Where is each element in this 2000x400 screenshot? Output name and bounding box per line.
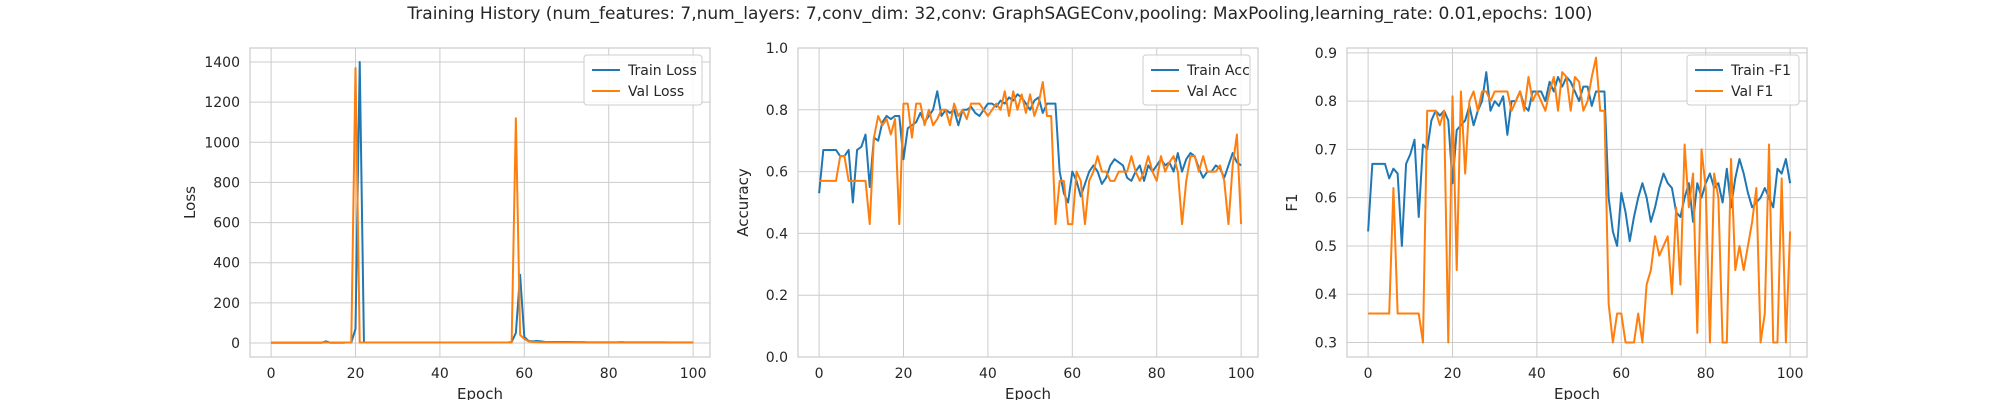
legend-box bbox=[1142, 54, 1251, 106]
y-tick-label: 0.7 bbox=[1315, 142, 1337, 158]
legend-entry: Train -F1 bbox=[1730, 63, 1791, 79]
legend: Train -F1 Val F1 bbox=[1686, 54, 1800, 106]
y-axis-label: Loss bbox=[181, 186, 199, 219]
series-line-val-loss bbox=[271, 67, 694, 344]
x-tick-label: 0 bbox=[815, 366, 824, 382]
x-axis-label: Epoch bbox=[1005, 385, 1051, 400]
y-tick-label: 0.2 bbox=[766, 288, 788, 304]
x-tick-label: 40 bbox=[979, 366, 997, 382]
y-tick-label: 0.9 bbox=[1315, 46, 1337, 62]
y-tick-label: 0.0 bbox=[766, 350, 788, 366]
legend-box bbox=[583, 54, 703, 106]
figure-title: Training History (num_features: 7,num_la… bbox=[407, 4, 1593, 24]
x-tick-label: 80 bbox=[1148, 366, 1166, 382]
y-tick-label: 0.4 bbox=[1315, 287, 1337, 303]
x-tick-label: 100 bbox=[680, 366, 707, 382]
legend-entry: Val Loss bbox=[628, 84, 684, 100]
x-tick-label: 40 bbox=[431, 366, 449, 382]
plot-frame bbox=[249, 47, 711, 358]
legend-entry: Train Acc bbox=[1186, 63, 1250, 79]
y-tick-label: 800 bbox=[213, 175, 240, 191]
series-line-val-f1 bbox=[1368, 56, 1792, 344]
x-tick-label: 60 bbox=[515, 366, 533, 382]
y-tick-label: 1200 bbox=[204, 95, 240, 111]
plot-frame bbox=[1346, 47, 1808, 358]
x-tick-label: 0 bbox=[267, 366, 276, 382]
x-tick-label: 60 bbox=[1063, 366, 1081, 382]
y-axis-label: F1 bbox=[1283, 193, 1301, 211]
y-tick-label: 600 bbox=[213, 216, 240, 232]
x-tick-label: 80 bbox=[600, 366, 618, 382]
series-line-val-acc bbox=[819, 80, 1243, 226]
y-tick-label: 200 bbox=[213, 296, 240, 312]
x-tick-label: 80 bbox=[1697, 366, 1715, 382]
y-tick-label: 0.8 bbox=[766, 103, 788, 119]
y-tick-label: 400 bbox=[213, 256, 240, 272]
legend: Train Loss Val Loss bbox=[583, 54, 703, 106]
x-tick-label: 100 bbox=[1228, 366, 1255, 382]
y-tick-label: 0.6 bbox=[766, 165, 788, 181]
y-tick-label: 0.3 bbox=[1315, 336, 1337, 352]
y-tick-label: 0.4 bbox=[766, 226, 788, 242]
y-tick-label: 1400 bbox=[204, 55, 240, 71]
legend-entry: Train Loss bbox=[627, 63, 697, 79]
y-tick-label: 0 bbox=[231, 336, 240, 352]
legend-entry: Val F1 bbox=[1731, 84, 1773, 100]
y-tick-label: 1.0 bbox=[766, 41, 788, 57]
y-tick-label: 0.6 bbox=[1315, 191, 1337, 207]
plot-frame bbox=[797, 47, 1259, 358]
y-axis-label: Accuracy bbox=[734, 168, 752, 237]
x-tick-label: 20 bbox=[1444, 366, 1462, 382]
x-axis-label: Epoch bbox=[457, 385, 503, 400]
series-line-train-acc bbox=[818, 90, 1242, 204]
chart-0-plot: 0 20 40 60 80 1000200400600800100012001400Epo… bbox=[181, 47, 711, 400]
legend: Train Acc Val Acc bbox=[1142, 54, 1251, 106]
x-tick-label: 20 bbox=[895, 366, 913, 382]
x-tick-label: 0 bbox=[1364, 366, 1373, 382]
y-tick-label: 0.8 bbox=[1315, 94, 1337, 110]
x-tick-label: 100 bbox=[1777, 366, 1804, 382]
x-tick-label: 40 bbox=[1528, 366, 1546, 382]
y-tick-label: 0.5 bbox=[1315, 239, 1337, 255]
x-tick-label: 20 bbox=[347, 366, 365, 382]
series-line-train-f1 bbox=[1367, 71, 1792, 247]
chart-1-plot: 0 20 40 60 80 100 0.0 0.2 0.4 0.6 0.8 1.0 Epoch Accur… bbox=[734, 41, 1259, 400]
x-axis-label: Epoch bbox=[1554, 385, 1600, 400]
legend-box bbox=[1686, 54, 1800, 106]
chart-2-plot: 0 20 40 60 80 100 0.3 0.4 0.5 0.6 0.7 0.8 0.9 Epoch F1… bbox=[1283, 46, 1808, 400]
legend-entry: Val Acc bbox=[1187, 84, 1237, 100]
y-tick-label: 1000 bbox=[204, 135, 240, 151]
x-tick-label: 60 bbox=[1612, 366, 1630, 382]
